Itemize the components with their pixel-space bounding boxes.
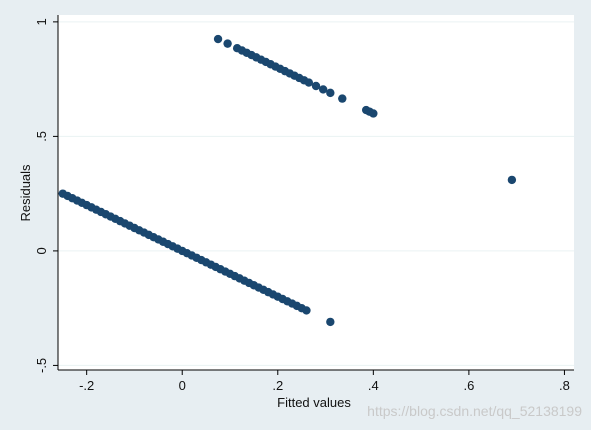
- data-point: [302, 306, 311, 315]
- x-tick-label: .4: [368, 378, 379, 393]
- ticks: -.5 0 .5 1 -.2 0 .2 .4 .6 .8: [34, 18, 570, 393]
- data-point: [304, 78, 314, 87]
- data-point: [326, 88, 335, 98]
- x-tick-label: 0: [179, 378, 186, 393]
- grid-lines: [58, 21, 574, 366]
- x-tick-label: .2: [272, 378, 283, 393]
- x-tick-label: .6: [463, 378, 474, 393]
- data-point: [311, 81, 321, 91]
- data-point: [326, 317, 335, 327]
- data-points: [58, 34, 517, 327]
- data-point: [213, 34, 223, 44]
- data-point: [318, 85, 328, 94]
- axes: [57, 15, 574, 371]
- y-tick-label: 1: [34, 18, 49, 25]
- x-tick-label: -.2: [79, 378, 94, 393]
- x-axis-title: Fitted values: [277, 395, 351, 410]
- y-axis-title: Residuals: [18, 164, 33, 222]
- data-point: [338, 94, 347, 103]
- plot-area: [58, 15, 574, 370]
- y-tick-label: 0: [34, 247, 49, 254]
- x-tick-label: .8: [559, 378, 570, 393]
- data-point: [223, 39, 232, 48]
- y-tick-label: .5: [34, 131, 49, 142]
- data-point: [369, 109, 378, 118]
- y-tick-label: -.5: [34, 358, 49, 373]
- data-point: [507, 175, 517, 185]
- watermark-text: https://blog.csdn.net/qq_52138199: [367, 403, 582, 419]
